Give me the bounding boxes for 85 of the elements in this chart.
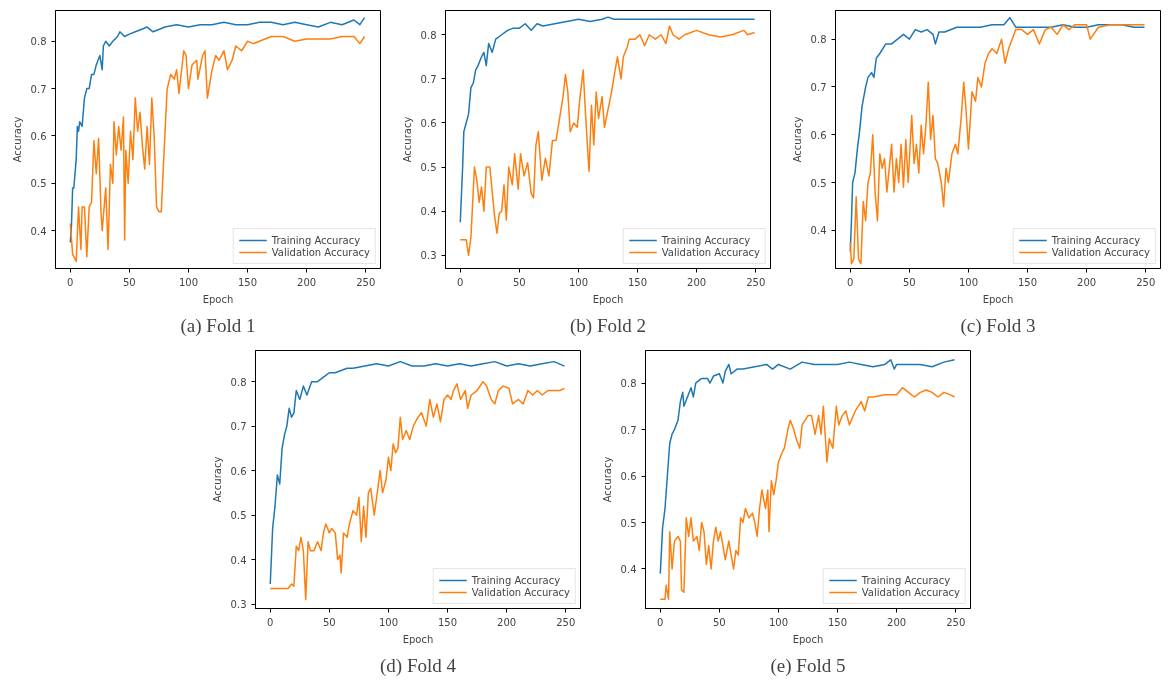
x-tick-label: 250 (1136, 276, 1156, 288)
legend-label: Validation Accuracy (271, 246, 370, 258)
y-axis-title: Accuracy (601, 456, 613, 503)
legend-label: Validation Accuracy (1051, 246, 1150, 258)
x-tick-label: 0 (67, 276, 74, 288)
y-tick-label: 0.7 (230, 421, 247, 433)
x-tick-label: 50 (513, 276, 526, 288)
x-tick-label: 50 (123, 276, 136, 288)
x-tick-label: 150 (828, 616, 848, 628)
y-tick-label: 0.6 (30, 130, 47, 142)
x-tick-label: 0 (267, 616, 274, 628)
x-tick-label: 200 (887, 616, 907, 628)
text: (d) Fold 4 (380, 654, 457, 677)
x-tick-label: 100 (768, 616, 788, 628)
line-series (659, 359, 956, 575)
y-tick-label: 0.6 (420, 117, 437, 129)
y-tick-label: 0.7 (30, 83, 47, 95)
x-tick-label: 50 (323, 616, 336, 628)
y-tick-label: 0.7 (810, 81, 827, 93)
legend-label: Training Accuracy (271, 234, 361, 246)
x-tick-label: 150 (1018, 276, 1038, 288)
x-tick-label: 50 (903, 276, 916, 288)
x-tick-label: 250 (356, 276, 376, 288)
y-tick-label: 0.8 (810, 34, 827, 46)
y-tick-label: 0.5 (620, 517, 637, 529)
y-axis-title: Accuracy (791, 116, 803, 163)
line-series (459, 16, 756, 223)
y-tick-label: 0.4 (620, 563, 637, 575)
text: (c) Fold 3 (960, 314, 1036, 337)
y-tick-label: 0.4 (420, 206, 437, 218)
y-tick-label: 0.5 (420, 162, 437, 174)
y-tick-label: 0.5 (810, 177, 827, 189)
y-tick-label: 0.6 (230, 465, 247, 477)
x-axis-title: Epoch (402, 633, 434, 645)
y-tick-label: 0.8 (420, 29, 437, 41)
y-tick-label: 0.8 (30, 36, 47, 48)
x-axis-title: Epoch (982, 293, 1014, 305)
x-tick-label: 150 (628, 276, 648, 288)
x-tick-label: 0 (657, 616, 664, 628)
y-tick-label: 0.4 (230, 554, 247, 566)
y-tick-label: 0.7 (620, 424, 637, 436)
legend-label: Training Accuracy (471, 574, 561, 586)
y-tick-label: 0.6 (810, 129, 827, 141)
y-tick-label: 0.3 (230, 599, 247, 611)
x-tick-label: 100 (568, 276, 588, 288)
x-tick-label: 150 (238, 276, 258, 288)
x-tick-label: 200 (1077, 276, 1097, 288)
y-axis-title: Accuracy (11, 116, 23, 163)
x-tick-label: 150 (438, 616, 458, 628)
x-tick-label: 200 (497, 616, 517, 628)
legend-label: Training Accuracy (661, 234, 751, 246)
x-tick-label: 250 (556, 616, 576, 628)
x-tick-label: 50 (713, 616, 726, 628)
x-tick-label: 100 (178, 276, 198, 288)
x-tick-label: 100 (958, 276, 978, 288)
x-axis-title: Epoch (202, 293, 234, 305)
x-tick-label: 250 (746, 276, 766, 288)
x-tick-label: 0 (457, 276, 464, 288)
legend-label: Validation Accuracy (661, 246, 760, 258)
y-tick-label: 0.6 (620, 471, 637, 483)
x-tick-label: 200 (297, 276, 317, 288)
y-tick-label: 0.8 (230, 376, 247, 388)
x-axis-title: Epoch (792, 633, 824, 645)
x-axis-title: Epoch (592, 293, 624, 305)
text: (b) Fold 2 (570, 314, 646, 337)
y-axis-title: Accuracy (401, 116, 413, 163)
line-series (69, 16, 366, 244)
y-tick-label: 0.5 (30, 178, 47, 190)
x-tick-label: 100 (378, 616, 398, 628)
y-tick-label: 0.4 (30, 225, 47, 237)
y-tick-label: 0.8 (620, 378, 637, 390)
text: (e) Fold 5 (770, 654, 846, 677)
y-tick-label: 0.3 (420, 250, 437, 262)
legend-label: Validation Accuracy (471, 586, 570, 598)
legend-label: Training Accuracy (861, 574, 951, 586)
legend-label: Training Accuracy (1051, 234, 1141, 246)
x-tick-label: 200 (687, 276, 707, 288)
y-tick-label: 0.4 (810, 225, 827, 237)
x-tick-label: 250 (946, 616, 966, 628)
text: (a) Fold 1 (180, 314, 256, 337)
y-tick-label: 0.5 (230, 510, 247, 522)
legend-label: Validation Accuracy (861, 586, 960, 598)
y-tick-label: 0.7 (420, 73, 437, 85)
x-tick-label: 0 (847, 276, 854, 288)
y-axis-title: Accuracy (211, 456, 223, 503)
